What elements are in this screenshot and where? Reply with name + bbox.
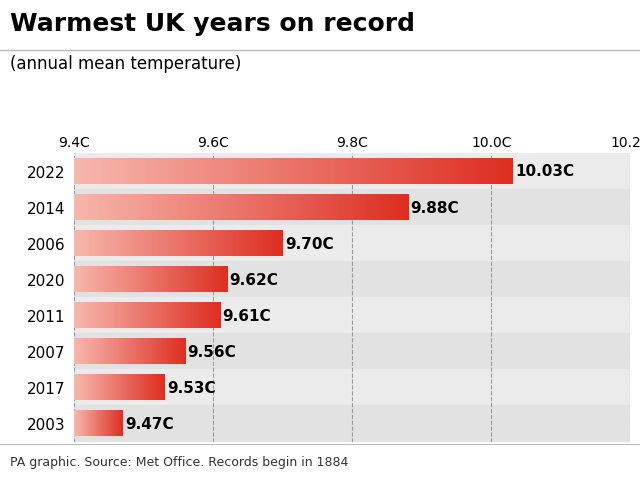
Bar bbox=[74, 370, 630, 406]
Text: 9.56C: 9.56C bbox=[188, 344, 237, 359]
Text: Warmest UK years on record: Warmest UK years on record bbox=[10, 12, 415, 36]
Text: 9.47C: 9.47C bbox=[125, 416, 173, 431]
Text: 9.53C: 9.53C bbox=[167, 380, 216, 395]
Bar bbox=[74, 262, 630, 298]
Text: (annual mean temperature): (annual mean temperature) bbox=[10, 55, 241, 73]
Text: 9.62C: 9.62C bbox=[230, 272, 278, 287]
Bar bbox=[74, 334, 630, 370]
Text: 9.88C: 9.88C bbox=[410, 200, 459, 215]
Bar bbox=[74, 406, 630, 442]
Bar bbox=[74, 298, 630, 334]
Bar bbox=[74, 154, 630, 190]
Bar bbox=[74, 226, 630, 262]
Text: 9.61C: 9.61C bbox=[223, 308, 271, 323]
Text: 10.03C: 10.03C bbox=[515, 164, 574, 179]
Text: PA graphic. Source: Met Office. Records begin in 1884: PA graphic. Source: Met Office. Records … bbox=[10, 455, 348, 468]
Text: 9.70C: 9.70C bbox=[285, 236, 334, 251]
Bar bbox=[74, 190, 630, 226]
